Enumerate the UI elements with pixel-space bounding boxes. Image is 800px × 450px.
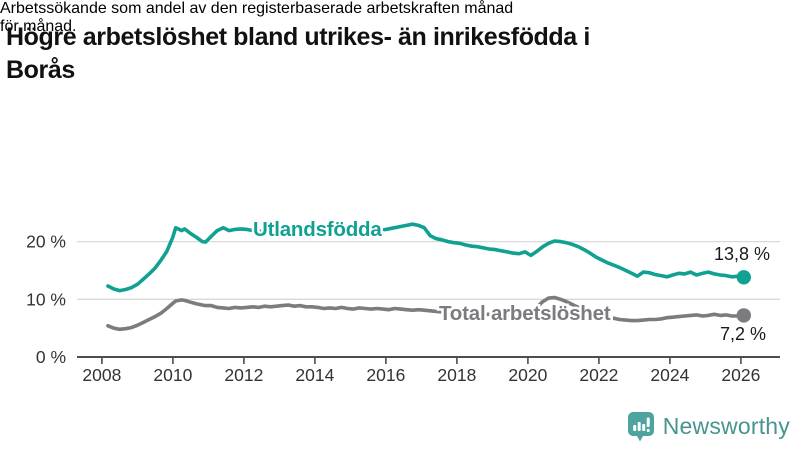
bar-medium (641, 424, 645, 431)
x-tick-label: 2020 (508, 365, 547, 385)
series-label-utlandsfodda: Utlandsfödda (253, 218, 382, 241)
exclamation-bar (646, 417, 650, 427)
x-tick-label: 2012 (224, 365, 263, 385)
x-tick-label: 2008 (82, 365, 121, 385)
newsworthy-icon (627, 412, 654, 442)
x-tick-label: 2018 (437, 365, 476, 385)
series-end-value-label: 13,8 % (714, 244, 770, 264)
series-line-utlandsfodda (106, 222, 746, 293)
exclamation-dot (646, 429, 650, 432)
y-tick-label: 0 % (36, 347, 66, 367)
series-end-dot (736, 308, 751, 323)
bar-tall (637, 422, 641, 431)
series-end-value-label: 7,2 % (720, 324, 766, 344)
series-end-dot (736, 270, 751, 285)
speech-bubble-tail (636, 435, 644, 442)
newsworthy-wordmark: Newsworthy (662, 413, 790, 439)
chart-subtitle-line-2: för månad. (0, 18, 77, 35)
x-tick-label: 2022 (579, 365, 618, 385)
chart-subtitle-line-1: Arbetssökande som andel av den registerb… (0, 0, 514, 17)
x-tick-label: 2014 (295, 365, 334, 385)
x-tick-label: 2016 (366, 365, 405, 385)
bar-small (632, 425, 636, 431)
chart-title-line-2: Borås (6, 55, 75, 84)
newsworthy-logo-link[interactable]: Newsworthy (627, 411, 790, 442)
x-tick-label: 2024 (650, 365, 689, 385)
chart-title: Högre arbetslöshet bland utrikes- än inr… (6, 21, 590, 87)
chart-title-line-1: Högre arbetslöshet bland utrikes- än inr… (6, 22, 590, 51)
x-tick-label: 2026 (721, 365, 760, 385)
series-line-total-arbetsloshet (106, 295, 746, 332)
x-tick-label: 2010 (153, 365, 192, 385)
y-tick-label: 10 % (26, 289, 66, 309)
series-label-total-arbetsloshet: Total arbetslöshet (439, 302, 611, 325)
y-tick-label: 20 % (26, 232, 66, 252)
